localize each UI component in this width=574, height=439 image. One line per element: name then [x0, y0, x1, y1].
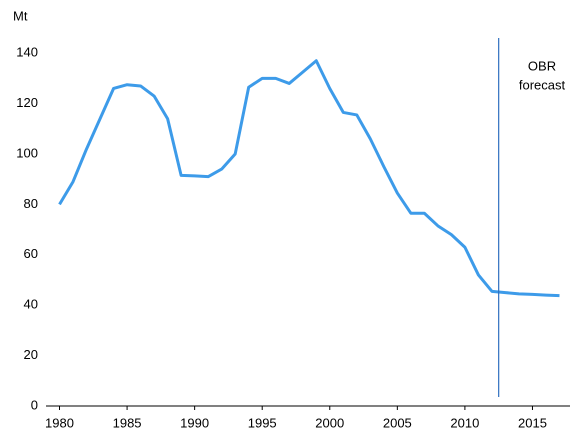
y-tick-label: 20	[24, 347, 38, 362]
y-axis-label: Mt	[13, 8, 28, 23]
x-tick-label: 2015	[518, 415, 547, 430]
annotation: OBR	[528, 58, 556, 73]
annotation: forecast	[519, 77, 566, 92]
y-tick-label: 100	[16, 145, 38, 160]
x-tick-label: 2010	[450, 415, 479, 430]
x-tick-label: 1985	[113, 415, 142, 430]
x-tick-label: 1995	[248, 415, 277, 430]
y-tick-label: 140	[16, 45, 38, 60]
x-tick-label: 1990	[180, 415, 209, 430]
y-tick-label: 80	[24, 196, 38, 211]
x-tick-label: 2000	[315, 415, 344, 430]
data-line	[58, 59, 560, 298]
y-tick-label: 0	[31, 397, 38, 412]
x-tick-label: 1980	[45, 415, 74, 430]
y-tick-label: 40	[24, 297, 38, 312]
y-tick-label: 120	[16, 95, 38, 110]
y-tick-label: 60	[24, 246, 38, 261]
x-tick-label: 2005	[383, 415, 412, 430]
